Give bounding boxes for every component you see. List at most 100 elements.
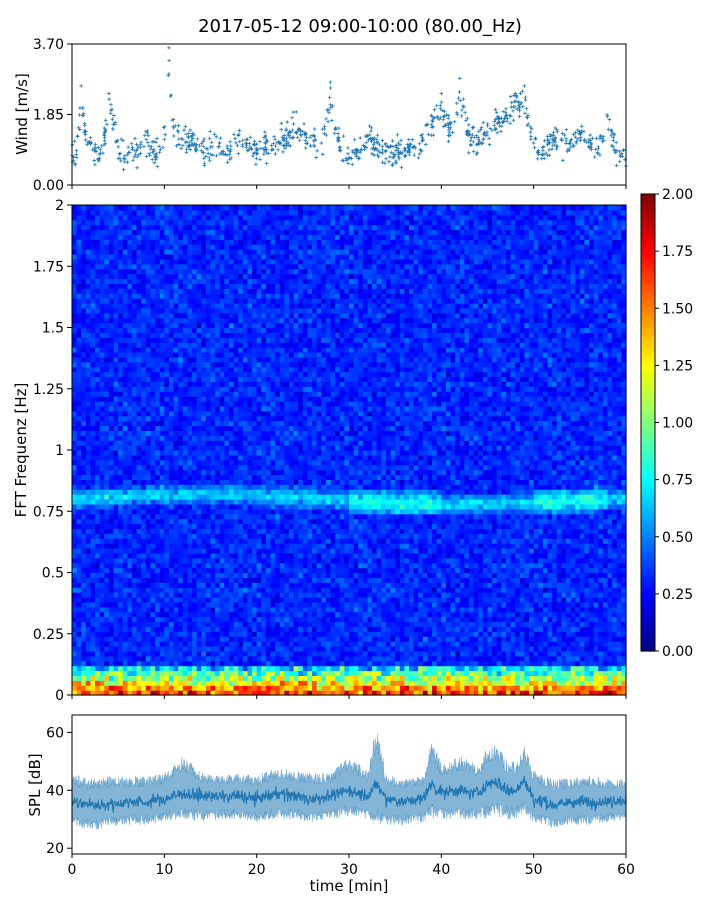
spectrogram-cell [215,396,221,402]
spectrogram-cell [187,646,193,652]
spectrogram-cell [150,356,156,363]
spectrogram-cell [247,592,253,598]
spectrogram-cell [238,386,244,392]
wind-point [332,131,337,136]
spectrogram-cell [210,352,216,358]
spectrogram-cell [168,420,175,427]
spectrogram-cell [201,263,207,270]
spectrogram-cell [252,499,258,505]
spectrogram-cell [168,641,175,647]
spectrogram-cell [178,283,184,289]
spectrogram-cell [155,670,161,676]
spectrogram-cell [247,425,253,431]
spectrogram-cell [81,494,87,500]
spectrogram-cell [85,494,92,500]
spectrogram-cell [242,450,249,456]
spectrogram-cell [95,298,101,304]
spectrogram-cell [122,209,128,216]
spectrogram-cell [173,361,179,368]
wind-point [251,151,256,156]
spectrogram-cell [145,229,152,235]
spectrogram-cell [187,567,193,574]
spectrogram-cell [164,445,170,451]
spectrogram-cell [247,224,253,231]
spectrogram-cell [81,459,87,466]
spectrogram-cell [228,425,235,431]
wind-point [550,143,555,148]
spectrogram-cell [136,307,142,314]
spectrogram-cell [141,268,147,275]
spectrogram-cell [150,376,156,382]
spectrogram-cell [238,445,244,451]
spectrogram-cell [72,288,78,294]
spectrogram-cell [210,391,216,397]
spectrogram-cell [205,298,212,304]
spectrogram-cell [76,263,82,270]
spectrogram-cell [164,508,170,515]
spectrogram-cell [233,278,239,284]
spectrogram-cell [205,587,212,593]
spectrogram-cell [178,278,184,284]
spectrogram-cell [242,538,249,544]
spectrogram-cell [113,489,119,495]
spectrogram-cell [242,650,249,657]
spectrogram-cell [99,469,105,476]
wind-point [183,124,188,129]
spectrogram-cell [113,665,119,672]
spectrogram-cell [233,288,239,294]
spectrogram-cell [196,454,202,461]
spectrogram-cell [178,543,184,549]
spectrogram-cell [95,352,101,358]
spectrogram-cell [81,307,87,314]
spectrogram-cell [159,675,165,681]
spectrogram-cell [159,548,165,554]
spectrogram-cell [201,268,207,275]
spectrogram-cell [233,224,239,231]
spectrogram-cell [113,538,119,544]
wind-point [102,138,107,143]
spectrogram-cell [182,548,189,554]
spectrogram-cell [182,650,189,657]
spectrogram-cell [122,489,128,495]
spectrogram-cell [210,401,216,407]
spectrogram-cell [145,312,152,319]
spectrogram-cell [233,342,239,348]
spectrogram-cell [168,405,175,412]
spectrogram-cell [201,307,207,314]
spectrogram-cell [85,332,92,338]
spectrogram-cell [150,342,156,348]
spectrogram-cell [228,415,235,422]
wind-point [228,139,232,144]
spectrogram-cell [127,631,133,637]
spectrogram-cell [219,273,225,280]
spectrogram-cell [108,440,115,446]
spectrogram-cell [118,268,124,275]
spectrogram-cell [224,258,230,265]
spectrogram-cell [118,680,124,686]
spectrogram-cell [196,322,202,329]
spectrogram-cell [108,606,115,613]
spectrogram-cell [201,415,207,422]
spectrogram-cell [122,567,128,574]
spectrogram-cell [118,307,124,314]
spectrogram-cell [81,479,87,485]
spectrogram-cell [238,342,244,348]
spectrogram-cell [90,606,96,613]
wind-point [520,89,525,93]
spectrogram-cell [205,557,212,564]
spectrogram-cell [228,631,235,637]
spectrogram-cell [141,332,147,338]
spectrogram-cell [159,557,165,564]
spectrogram-cell [136,597,142,603]
spectrogram-cell [252,249,258,255]
spectrogram-cell [122,479,128,485]
spectrogram-cell [210,587,216,593]
wind-point [356,156,361,161]
spectrogram-cell [72,479,78,485]
wind-point [217,141,222,145]
spectrogram-cell [228,484,235,490]
spectrogram-cell [99,401,105,407]
spectrogram-cell [72,293,78,299]
spectrogram-cell [76,347,82,353]
spectrogram-cell [182,371,189,378]
